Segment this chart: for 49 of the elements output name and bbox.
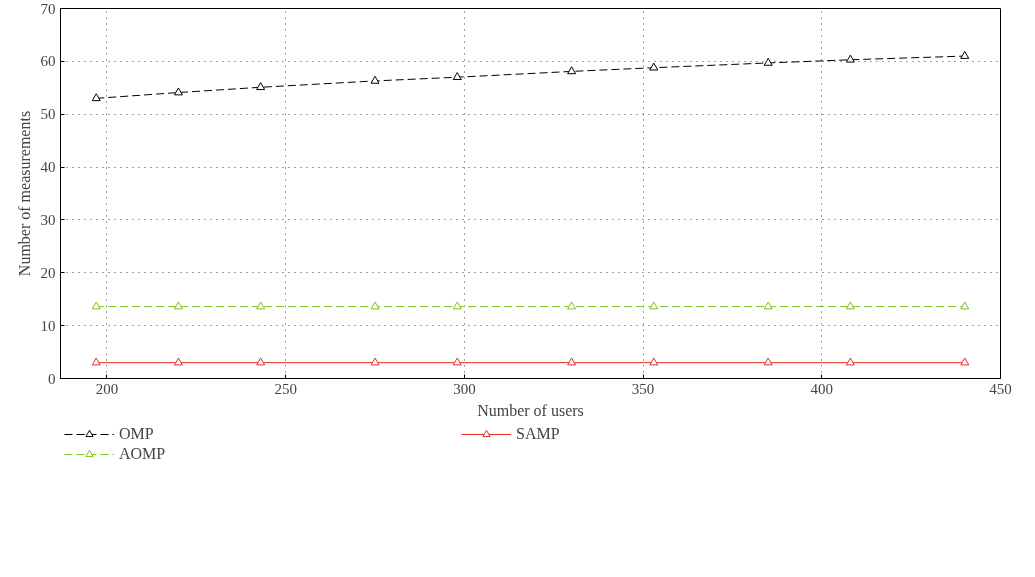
- x-tick-label: 300: [453, 380, 476, 397]
- point: [91, 357, 101, 366]
- point: [256, 301, 266, 310]
- y-axis-title: Number of measurements: [15, 110, 33, 277]
- point: [370, 75, 380, 84]
- y-tick-label: 30: [40, 211, 56, 228]
- point: [256, 82, 266, 91]
- point: [960, 357, 970, 366]
- x-tick-label: 350: [631, 380, 655, 397]
- x-tick-label: 250: [274, 380, 297, 397]
- point: [763, 301, 773, 310]
- y-tick-label: 50: [40, 106, 56, 123]
- point: [452, 72, 462, 81]
- y-tick-label: 20: [40, 264, 56, 281]
- y-tick-label: 60: [40, 53, 56, 70]
- x-tick-label: 450: [989, 380, 1012, 397]
- point: [649, 301, 659, 310]
- point: [91, 93, 101, 102]
- point: [370, 357, 380, 366]
- x-axis-title: Number of users: [477, 401, 584, 419]
- point: [173, 87, 183, 96]
- point: [845, 54, 855, 63]
- point: [370, 301, 380, 310]
- point: [567, 301, 577, 310]
- point: [960, 50, 970, 59]
- point: [763, 57, 773, 66]
- y-tick-label: 40: [40, 159, 56, 176]
- y-tick-label: 70: [40, 0, 56, 17]
- point: [649, 62, 659, 71]
- point: [567, 357, 577, 366]
- point: [567, 66, 577, 75]
- point: [960, 301, 970, 310]
- point: [845, 357, 855, 366]
- x-tick-label: 200: [95, 380, 119, 397]
- point: [91, 301, 101, 310]
- point: [452, 357, 462, 366]
- point: [763, 357, 773, 366]
- point: [845, 301, 855, 310]
- legend-label: OMP: [119, 425, 155, 443]
- x-tick-label: 400: [810, 380, 834, 397]
- legend-label: AOMP: [119, 445, 167, 463]
- y-tick-label: 10: [40, 317, 56, 334]
- point: [173, 301, 183, 310]
- point: [649, 357, 659, 366]
- y-tick-label: 0: [48, 370, 56, 387]
- point: [173, 357, 183, 366]
- legend-label: SAMP: [516, 425, 561, 443]
- point: [256, 357, 266, 366]
- point: [452, 301, 462, 310]
